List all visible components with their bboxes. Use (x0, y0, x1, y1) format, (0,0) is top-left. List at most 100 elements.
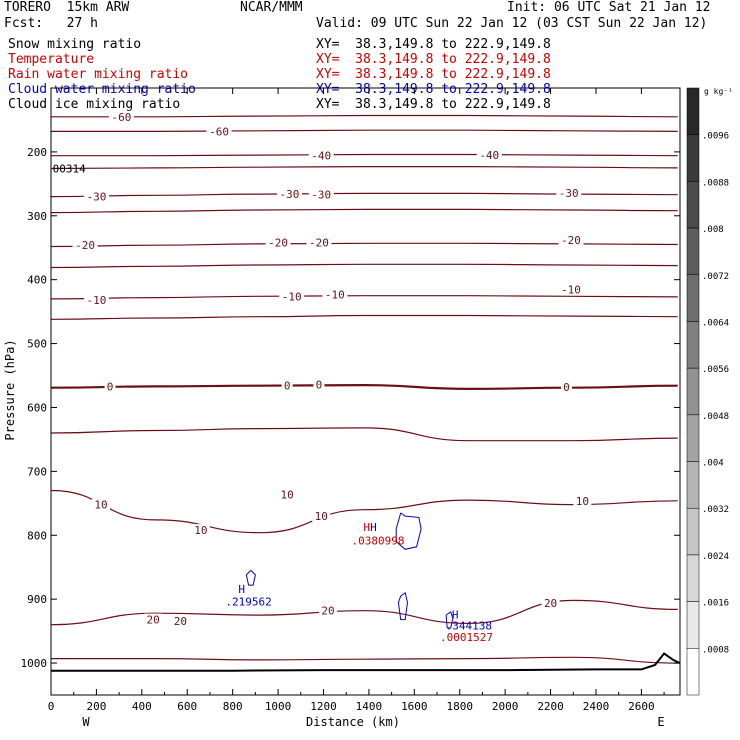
x-tick-label: 2600 (628, 700, 655, 713)
contour-label-background (308, 149, 334, 162)
init-time: Init: 06 UTC Sat 21 Jan 12 (507, 0, 711, 15)
extremum-annotation: .0001527 (440, 631, 493, 644)
y-tick-label: 900 (27, 593, 47, 606)
y-tick-label: 800 (27, 529, 47, 542)
contour-label-background (206, 125, 232, 138)
contour-label-background (313, 378, 325, 391)
temperature-contour (50, 489, 678, 534)
contour-label-background (265, 236, 291, 249)
temperature-label: 20 (174, 615, 187, 628)
colorbar-segment (686, 554, 700, 602)
temperature-label: -20 (268, 237, 288, 250)
cloud-water-contour (245, 569, 256, 586)
x-tick-label: 2200 (537, 700, 564, 713)
colorbar-segment (686, 367, 700, 416)
contour-label-background (108, 110, 134, 123)
x-tick-label: 1000 (265, 700, 292, 713)
temperature-label: 10 (194, 524, 207, 537)
contour-label-background (104, 380, 116, 393)
contour-label-background (83, 190, 109, 203)
y-tick-label: 300 (27, 210, 47, 223)
colorbar-segment (686, 414, 700, 462)
contour-label-background (279, 290, 305, 303)
model-name: TORERO 15km ARW (4, 0, 130, 15)
temperature-label: -40 (479, 149, 499, 162)
extremum-annotation: .219562 (225, 596, 271, 609)
temperature-label: 0 (107, 380, 114, 393)
terrain-line (51, 652, 681, 672)
temperature-contour (50, 383, 678, 391)
extremum-annotation: H (238, 583, 245, 596)
temperature-label: -10 (561, 283, 581, 296)
y-tick-label: 1000 (21, 657, 48, 670)
x-left-end-label: W (82, 715, 90, 729)
cloud-water-contour (395, 512, 422, 550)
contour-label-background (319, 604, 338, 617)
extremum-annotation: .0380998 (351, 534, 404, 547)
contour-label-background (558, 234, 584, 247)
contour-label-background (308, 188, 334, 201)
field-rain-xy: XY= 38.3,149.8 to 222.9,149.8 (316, 67, 551, 82)
colorbar-label: .0088 (702, 178, 729, 188)
x-tick-label: 2000 (492, 700, 519, 713)
temperature-label: 0 (284, 380, 291, 393)
temperature-label: -40 (311, 150, 331, 163)
colorbar-segment (686, 461, 700, 509)
contour-label-background (556, 186, 582, 199)
contour-label-background (558, 283, 584, 296)
x-tick-label: 800 (223, 700, 243, 713)
temperature-contour (50, 656, 678, 664)
valid-time: Valid: 09 UTC Sun 22 Jan 12 (03 CST Sun … (316, 16, 708, 31)
colorbar-segment (686, 601, 700, 649)
colorbar-label: .004 (702, 459, 724, 469)
cloud-water-contour (397, 591, 409, 621)
colorbar-label: .0032 (702, 505, 729, 515)
contour-label-background (541, 596, 560, 609)
temperature-contour (50, 263, 678, 269)
field-rain-name: Rain water mixing ratio (8, 67, 189, 82)
temperature-label: 0 (316, 378, 323, 391)
temperature-labels: -60 -60 -40 -40 -30 -30 -30 -30 -20 -20 -20 -20 -10 -… (72, 110, 592, 628)
extremum-annotation: .344138 (446, 619, 492, 632)
temperature-label: -30 (311, 189, 331, 202)
contour-label-background (144, 613, 163, 626)
forecast-hour: Fcst: 27 h (4, 16, 98, 31)
y-axis-label: Pressure (hPa) (3, 339, 17, 440)
x-tick-label: 200 (86, 700, 106, 713)
extremum-annotation: 00314 (53, 163, 86, 176)
extremum-annotation: H (363, 521, 370, 534)
contour-label-background (322, 288, 348, 301)
temperature-contour (50, 242, 678, 248)
temperature-contour (50, 295, 678, 300)
field-cloud-water-name: Cloud water mixing ratio (8, 82, 196, 97)
center-name: NCAR/MMM (240, 0, 303, 15)
contour-label-background (476, 149, 502, 162)
contour-label-background (91, 498, 110, 511)
temperature-label: 0 (563, 381, 570, 394)
temperature-contour (50, 129, 678, 132)
colorbar-segment (686, 181, 700, 229)
field-temperature-xy: XY= 38.3,149.8 to 222.9,149.8 (316, 52, 551, 67)
contour-label-background (560, 381, 572, 394)
x-right-end-label: E (657, 715, 664, 729)
contour-label-background (171, 614, 190, 627)
colorbar-label: .0056 (702, 365, 729, 375)
extremum-annotation: H (452, 608, 459, 621)
colorbar-label: .0008 (702, 645, 729, 655)
y-tick-label: 400 (27, 274, 47, 287)
colorbar-segment (686, 87, 700, 135)
x-tick-label: 0 (48, 700, 55, 713)
y-tick-label: 600 (27, 401, 47, 414)
cloud-water-contour (445, 611, 454, 629)
contour-label-background (276, 188, 302, 201)
colorbar-label: .0096 (702, 132, 729, 142)
colorbar-label: .0064 (702, 318, 729, 328)
colorbar-unit: g kg⁻¹ (704, 87, 733, 96)
colorbar-label: .0048 (702, 412, 729, 422)
temperature-label: -60 (209, 125, 229, 138)
colorbar-segment (686, 274, 700, 322)
temperature-label: 20 (544, 597, 557, 610)
contour-label-background (281, 379, 293, 392)
y-tick-label: 500 (27, 338, 47, 351)
